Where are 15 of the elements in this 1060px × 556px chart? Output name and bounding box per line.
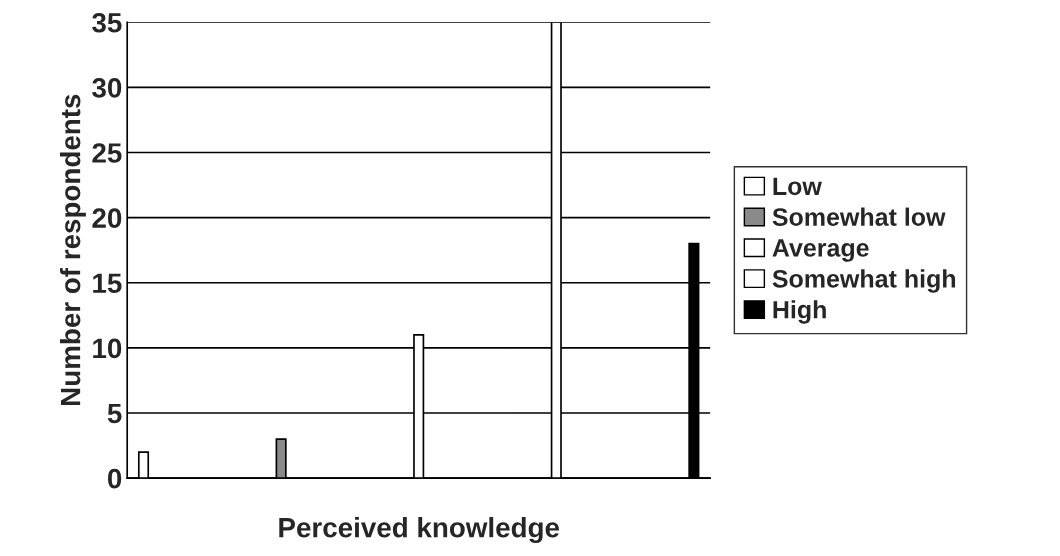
y-tick-label: 5 <box>107 403 122 424</box>
y-tick-label: 10 <box>93 338 122 359</box>
legend-label: Somewhat low <box>772 207 946 226</box>
x-axis-title: Perceived knowledge <box>279 517 560 544</box>
legend-label: Somewhat high <box>772 269 956 293</box>
y-tick-label: 35 <box>92 12 122 33</box>
legend-label: Average <box>772 239 869 262</box>
legend-label: Low <box>773 177 822 196</box>
y-tick-label: 25 <box>92 143 122 163</box>
y-tick-label: 30 <box>92 78 122 98</box>
legend-label: High <box>773 300 826 324</box>
y-tick-label: 15 <box>93 273 122 294</box>
y-axis-title: Number of respondents <box>60 94 86 405</box>
y-tick-label: 20 <box>92 208 122 228</box>
y-tick-label: 0 <box>107 468 122 489</box>
